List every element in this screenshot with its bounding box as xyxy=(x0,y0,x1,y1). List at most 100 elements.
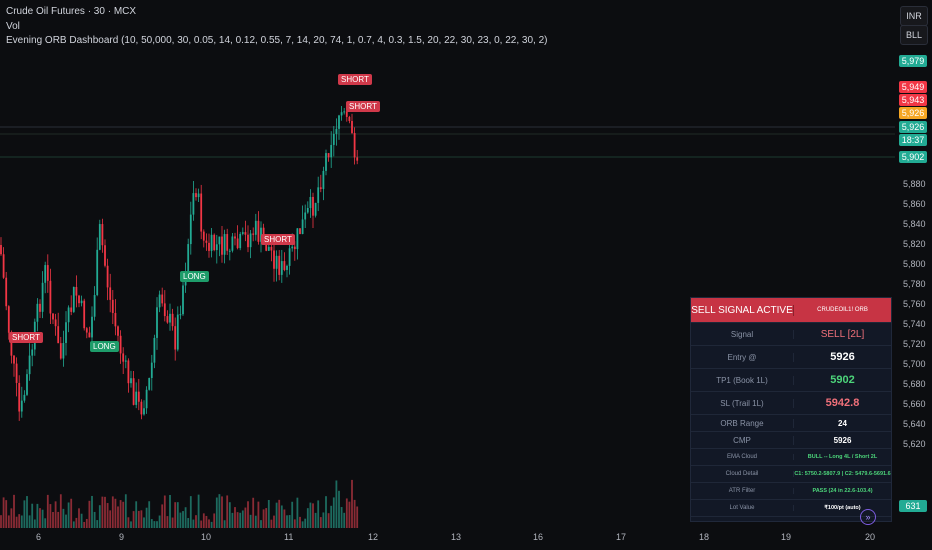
candle-body xyxy=(122,353,125,362)
volume-bar xyxy=(286,515,288,528)
price-axis-label: 5,640 xyxy=(903,419,926,429)
volume-bar xyxy=(0,515,2,528)
volume-bar xyxy=(143,517,145,528)
volume-indicator-label[interactable]: Vol xyxy=(6,21,20,32)
candle-body xyxy=(85,328,88,333)
candle-body xyxy=(0,245,2,255)
candle-body xyxy=(330,144,333,158)
volume-bar xyxy=(332,497,335,528)
candle-body xyxy=(286,265,288,270)
date-axis-label: 9 xyxy=(119,532,125,542)
candle-body xyxy=(283,261,286,270)
volume-bar xyxy=(260,520,262,528)
volume-bar xyxy=(156,521,158,528)
volume-bar xyxy=(67,502,70,528)
candle-body xyxy=(197,193,200,198)
dashboard-row: ORB Window8:00-8:30 PM (EST) xyxy=(691,516,891,521)
price-axis-label: 5,800 xyxy=(903,259,926,269)
volume-bar xyxy=(197,494,200,528)
dashboard-row-key: EMA Cloud xyxy=(691,454,794,460)
dashboard-row-value: 24 xyxy=(838,418,847,428)
volume-value-tag: 631 xyxy=(899,500,927,512)
volume-bar xyxy=(65,514,67,528)
volume-bar xyxy=(280,505,283,528)
long-signal-label: LONG xyxy=(180,271,209,282)
candle-body xyxy=(83,300,86,329)
candle-body xyxy=(322,170,325,189)
price-tag: 5,902 xyxy=(899,151,927,163)
date-axis-label: 10 xyxy=(201,532,212,542)
candle-body xyxy=(91,316,93,338)
volume-bar xyxy=(117,506,119,528)
dashboard-row-value: 5926 xyxy=(830,351,855,363)
candle-body xyxy=(335,128,338,134)
volume-bar xyxy=(317,500,320,528)
candle-body xyxy=(301,219,304,235)
candle-body xyxy=(7,306,10,333)
volume-bar xyxy=(348,501,351,528)
volume-bar xyxy=(195,515,197,528)
volume-bar xyxy=(202,513,205,528)
volume-bar xyxy=(356,506,359,528)
volume-bar xyxy=(265,508,268,528)
volume-bar xyxy=(312,503,314,528)
candle-body xyxy=(23,394,26,401)
candle-body xyxy=(70,307,73,312)
volume-bar xyxy=(226,495,229,528)
volume-bar xyxy=(96,520,99,528)
volume-bar xyxy=(309,502,312,528)
volume-bar xyxy=(57,511,60,528)
price-axis-label: 5,840 xyxy=(903,219,926,229)
volume-bar xyxy=(319,517,322,528)
candle-body xyxy=(213,234,216,251)
dashboard-row: ORB Range 24 xyxy=(691,414,891,431)
candle-body xyxy=(314,202,317,216)
volume-bar xyxy=(18,514,21,528)
volume-bar xyxy=(72,521,75,528)
volume-bar xyxy=(33,519,36,528)
volume-bar xyxy=(163,495,166,528)
candle-body xyxy=(351,120,353,134)
volume-bar xyxy=(44,518,47,528)
go-to-realtime-icon[interactable]: » xyxy=(860,509,876,525)
candle-body xyxy=(299,228,301,235)
candle-body xyxy=(41,282,44,312)
volume-bar xyxy=(239,512,242,528)
candle-body xyxy=(98,224,101,250)
candle-body xyxy=(304,212,307,220)
indicator-title[interactable]: Evening ORB Dashboard (10, 50,000, 30, 0… xyxy=(6,35,548,46)
symbol-title[interactable]: Crude Oil Futures · 30 · MCX xyxy=(6,6,137,17)
volume-bar xyxy=(343,512,346,528)
volume-bar xyxy=(41,509,44,528)
volume-bar xyxy=(158,515,161,528)
volume-bar xyxy=(247,501,249,528)
price-axis-label: 5,820 xyxy=(903,239,926,249)
short-signal-label: SHORT xyxy=(261,234,295,245)
candle-body xyxy=(150,362,153,378)
price-axis-label: 5,620 xyxy=(903,439,926,449)
volume-bar xyxy=(15,516,18,528)
candle-body xyxy=(18,382,21,412)
candle-body xyxy=(291,246,294,249)
currency-button[interactable]: INR xyxy=(900,6,928,26)
lot-button[interactable]: BLL xyxy=(900,25,928,45)
candle-body xyxy=(179,314,182,316)
volume-bar xyxy=(101,496,104,528)
volume-bar xyxy=(145,507,148,528)
candle-body xyxy=(241,232,244,234)
candle-body xyxy=(44,265,47,283)
candle-body xyxy=(67,307,70,323)
volume-bar xyxy=(241,510,244,528)
candle-body xyxy=(93,295,96,317)
date-axis-label: 20 xyxy=(865,532,876,542)
candle-body xyxy=(252,233,255,235)
volume-bar xyxy=(327,513,330,528)
candle-body xyxy=(59,343,62,359)
candle-body xyxy=(26,374,28,395)
dashboard-row: Lot Value ₹100/pt (auto) xyxy=(691,499,891,516)
volume-bar xyxy=(127,517,130,528)
candle-body xyxy=(215,244,218,251)
candle-body xyxy=(15,363,18,383)
candle-body xyxy=(135,391,138,405)
